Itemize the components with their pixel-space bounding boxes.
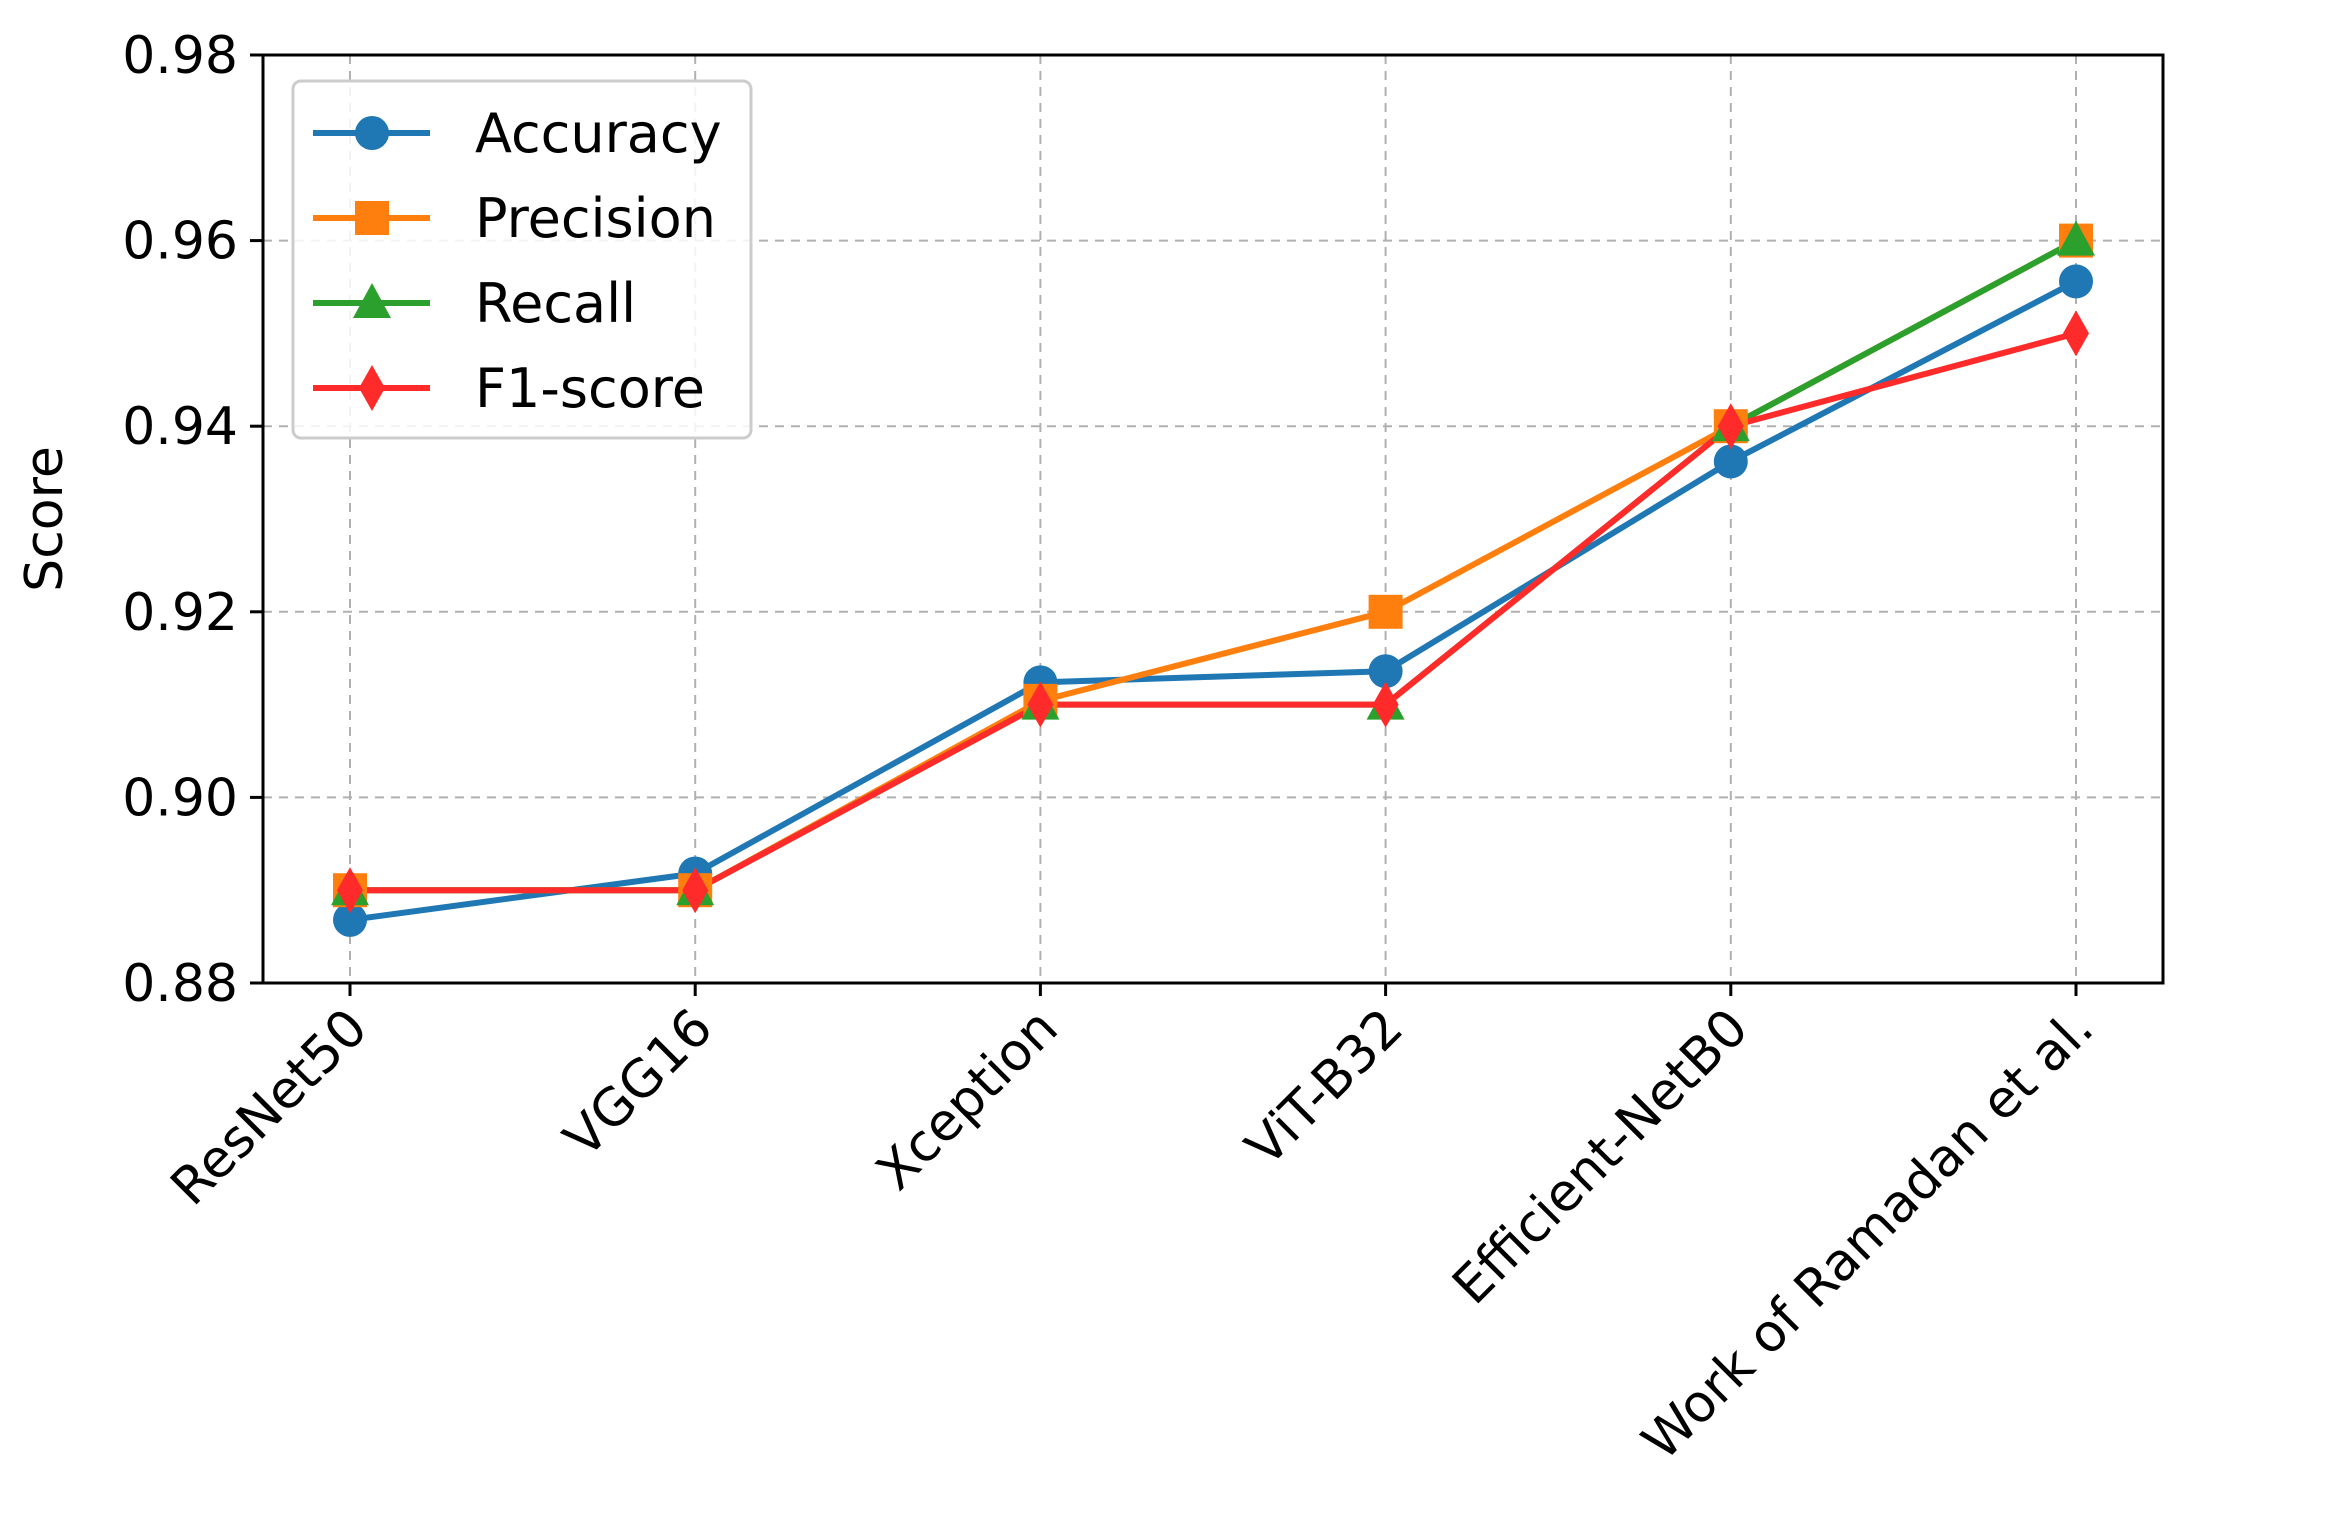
x-tick-label: Xception	[865, 998, 1069, 1202]
x-tick-label: Efficient-NetB0	[1442, 998, 1760, 1316]
plot-frame	[261, 53, 2165, 985]
legend-item-recall: Recall	[313, 272, 636, 335]
x-axis: ResNet50 VGG16 Xception ViT-B32 Efficient-Ne…	[160, 983, 2105, 1472]
series-markers	[331, 220, 2095, 937]
accuracy-point	[1368, 654, 1403, 689]
x-tick-label: VGG16	[553, 998, 724, 1169]
f1-score-markers	[337, 310, 2089, 914]
f1-score-point	[337, 867, 363, 914]
f1-score-point	[2063, 310, 2089, 357]
legend: Accuracy Precision Recall F1-score	[291, 79, 753, 440]
legend-marker	[355, 116, 389, 150]
legend-item-f1-score: F1-score	[313, 357, 705, 420]
y-axis: 0.88 0.90 0.92 0.94 0.96 0.98	[122, 26, 263, 1014]
legend-box	[291, 79, 753, 440]
legend-label: Recall	[475, 272, 636, 335]
f1-score-point	[682, 867, 709, 914]
accuracy-line	[349, 278, 2078, 923]
accuracy-point	[2059, 264, 2093, 299]
legend-item-precision: Precision	[313, 187, 716, 250]
y-tick-label: 0.90	[122, 768, 238, 828]
legend-label: F1-score	[475, 357, 705, 420]
f1-score-point	[1027, 681, 1054, 728]
legend-marker	[359, 365, 385, 411]
accuracy-point	[1713, 444, 1748, 479]
accuracy-point	[333, 902, 367, 937]
f1-score-line	[350, 330, 2077, 894]
y-tick-label: 0.96	[122, 212, 238, 272]
legend-marker	[353, 283, 391, 318]
x-tick-label: ViT-B32	[1235, 998, 1415, 1178]
legend-item-accuracy: Accuracy	[313, 102, 722, 165]
y-tick-label: 0.98	[122, 26, 238, 86]
y-tick-label: 0.92	[122, 583, 238, 643]
legend-label: Precision	[475, 187, 716, 250]
recall-point	[2057, 220, 2095, 256]
f1-score-point	[1372, 681, 1399, 728]
legend-label: Accuracy	[475, 102, 722, 165]
y-tick-label: 0.88	[122, 954, 238, 1014]
y-tick-label: 0.94	[122, 397, 238, 457]
legend-marker	[355, 201, 389, 235]
y-axis-label: Score	[15, 446, 75, 592]
x-tick-label: ResNet50	[160, 998, 379, 1217]
precision-point	[1368, 594, 1403, 629]
f1-score-point	[1717, 403, 1744, 450]
series-lines	[349, 237, 2078, 923]
